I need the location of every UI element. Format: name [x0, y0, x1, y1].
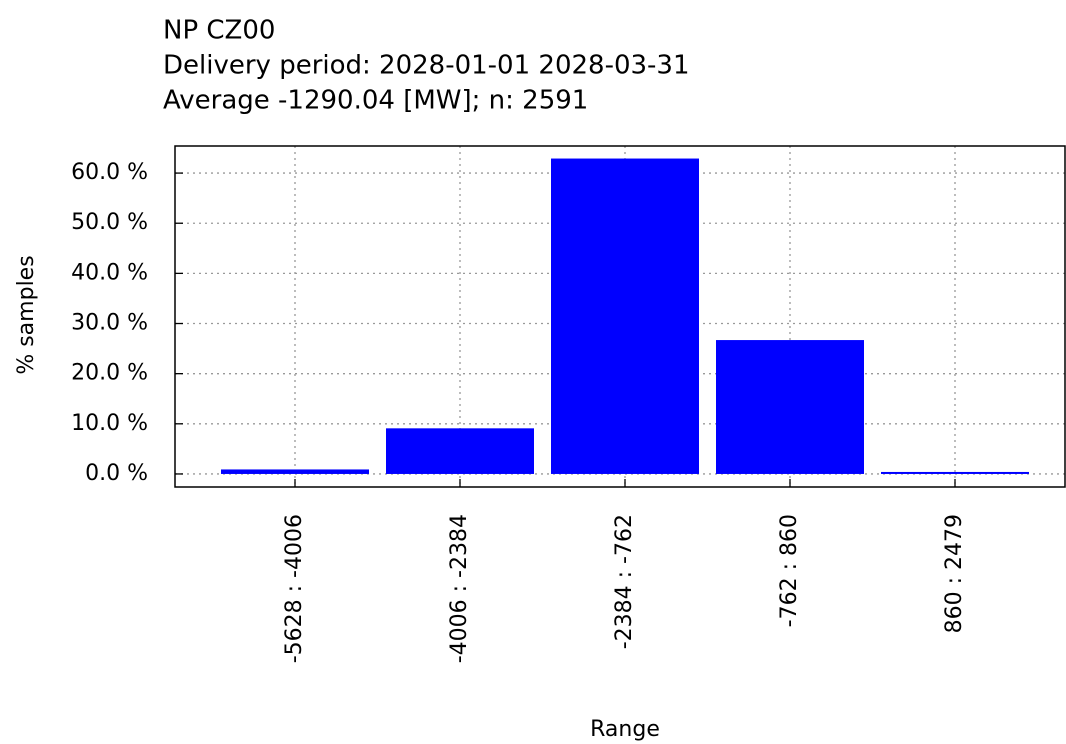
bar: [716, 340, 864, 474]
plot-frame: [174, 145, 1066, 488]
y-tick-label: 10.0 %: [71, 411, 148, 436]
x-tick-label: -762 : 860: [777, 514, 802, 627]
x-tick-label: -2384 : -762: [612, 514, 637, 649]
y-axis-label: % samples: [14, 255, 39, 374]
bar: [386, 428, 534, 474]
y-tick-label: 50.0 %: [71, 210, 148, 235]
y-tick-label: 20.0 %: [71, 361, 148, 386]
x-tick-label: -5628 : -4006: [282, 514, 307, 663]
chart-subtitle: Average -1290.04 [MW]; n: 2591: [163, 86, 588, 116]
y-tick-label: 0.0 %: [85, 461, 148, 486]
x-tick-label: -4006 : -2384: [447, 514, 472, 663]
x-axis-label: Range: [590, 717, 660, 742]
y-tick-label: 30.0 %: [71, 311, 148, 336]
bar: [881, 471, 1029, 474]
y-tick-label: 60.0 %: [71, 160, 148, 185]
chart-subtitle: Delivery period: 2028-01-01 2028-03-31: [163, 51, 690, 81]
y-tick-label: 40.0 %: [71, 260, 148, 285]
chart-title: NP CZ00: [163, 16, 275, 46]
bar: [551, 158, 699, 474]
x-tick-label: 860 : 2479: [942, 514, 967, 633]
bar: [221, 469, 369, 474]
